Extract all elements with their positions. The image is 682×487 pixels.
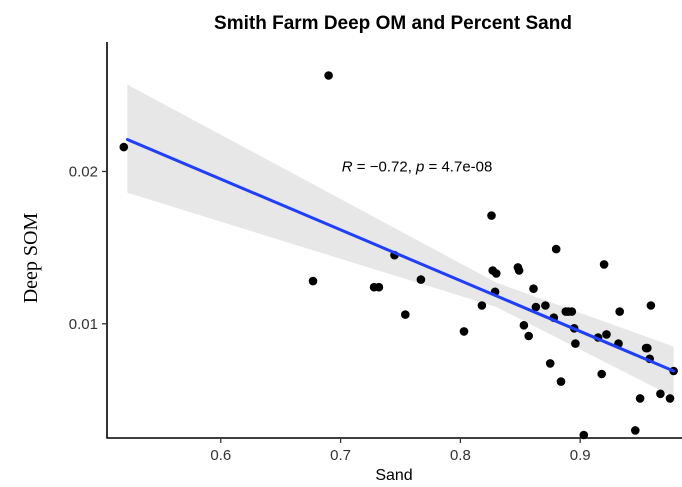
y-axis-label: Deep SOM [20, 213, 42, 304]
data-point [529, 284, 538, 294]
data-point [374, 282, 384, 292]
annotation-r-symbol: R [342, 159, 353, 176]
data-point [541, 301, 550, 310]
data-point [519, 321, 529, 330]
data-point [602, 330, 611, 339]
x-tick-label: 0.8 [450, 447, 471, 464]
data-point [514, 266, 524, 275]
data-point [308, 276, 318, 286]
annotation-p-value: = 4.7e-08 [424, 159, 492, 176]
data-point [646, 301, 656, 310]
data-point [416, 275, 426, 284]
axes-layer: 0.6 0.7 0.8 0.9 0.01 0.02 [69, 42, 682, 464]
data-point [556, 377, 566, 386]
data-point [579, 430, 589, 440]
y-tick-label: 0.02 [69, 163, 98, 180]
x-tick-label: 0.9 [570, 447, 591, 464]
data-point [492, 269, 501, 278]
x-tick-label: 0.6 [210, 447, 231, 464]
data-point [635, 394, 645, 403]
data-point [597, 369, 606, 379]
x-axis-label: Sand [375, 467, 412, 484]
data-point [531, 302, 541, 312]
annotation-p-symbol: p [415, 159, 424, 176]
data-point [643, 343, 652, 353]
x-tick-label: 0.7 [330, 447, 351, 464]
chart-title: Smith Farm Deep OM and Percent Sand [214, 13, 572, 34]
data-point [599, 260, 609, 269]
data-point [551, 244, 561, 254]
data-point [119, 142, 129, 152]
y-tick-label: 0.01 [69, 316, 98, 333]
data-point [524, 331, 533, 341]
confidence-band [127, 84, 674, 397]
regression-line [125, 138, 676, 373]
data-point [477, 301, 487, 310]
data-point [324, 71, 333, 80]
annotation-r-value: = −0.72, [353, 159, 416, 176]
regression-line-layer [125, 138, 676, 373]
data-point [545, 359, 555, 368]
data-point [571, 339, 580, 348]
correlation-annotation: R = −0.72, p = 4.7e-08 [342, 159, 493, 176]
data-point [401, 310, 410, 319]
confidence-band-layer [127, 84, 674, 397]
data-point [459, 327, 469, 336]
data-point [487, 211, 496, 220]
data-point [656, 389, 665, 399]
data-point [665, 394, 675, 403]
data-point [631, 426, 640, 435]
data-point [567, 307, 577, 316]
data-point [615, 307, 624, 316]
